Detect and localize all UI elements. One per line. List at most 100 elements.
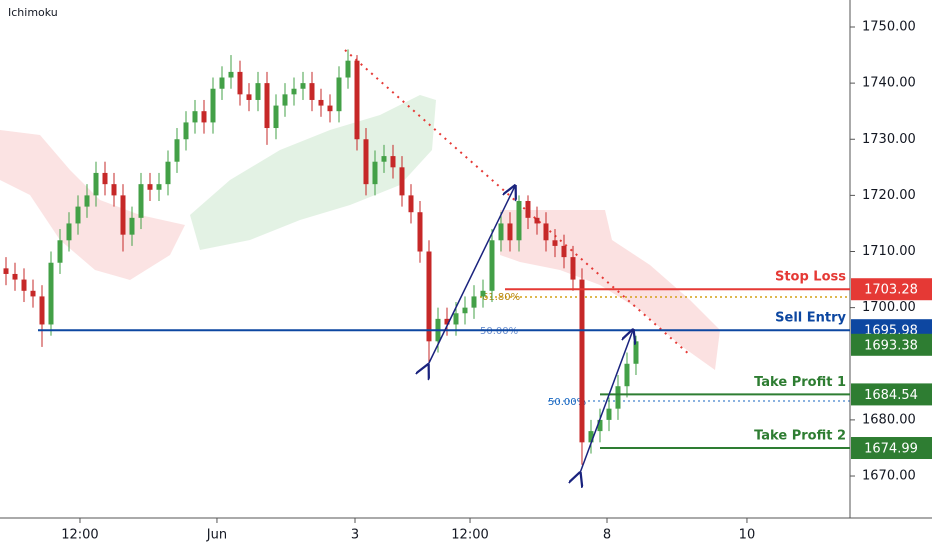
candle-body bbox=[462, 307, 468, 314]
y-tick-label: 1740.00 bbox=[862, 76, 916, 91]
candle-body bbox=[345, 60, 351, 78]
candle-body bbox=[453, 313, 459, 325]
candle-body bbox=[579, 279, 585, 443]
candle-body bbox=[309, 83, 315, 100]
price-badge-label: 1693.38 bbox=[864, 338, 918, 353]
candle-body bbox=[273, 105, 279, 129]
candle-body bbox=[336, 77, 342, 112]
candle-body bbox=[147, 184, 153, 190]
candle-body bbox=[426, 251, 432, 342]
candle-body bbox=[183, 122, 189, 140]
candle-body bbox=[543, 223, 549, 241]
candle-body bbox=[39, 296, 45, 325]
candle-body bbox=[354, 60, 360, 140]
candle-body bbox=[534, 217, 540, 224]
candle-body bbox=[120, 195, 126, 235]
x-tick-label: 12:00 bbox=[451, 528, 488, 543]
x-tick-label: 10 bbox=[739, 528, 756, 543]
candle-body bbox=[363, 139, 369, 185]
y-tick-label: 1730.00 bbox=[862, 132, 916, 147]
candle-body bbox=[615, 386, 621, 409]
x-tick-label: Jun bbox=[206, 528, 227, 543]
arrow bbox=[428, 186, 515, 365]
candle-body bbox=[318, 99, 324, 106]
candle-body bbox=[516, 200, 522, 241]
candle-body bbox=[624, 363, 630, 387]
candle-body bbox=[138, 184, 144, 218]
candle-body bbox=[570, 257, 576, 280]
level-label: Sell Entry bbox=[775, 311, 846, 326]
candle-body bbox=[228, 71, 234, 78]
candle-body bbox=[489, 240, 495, 291]
candle-body bbox=[237, 71, 243, 95]
candle-body bbox=[561, 245, 567, 258]
price-badge-label: 1684.54 bbox=[864, 388, 918, 403]
candle-body bbox=[57, 240, 63, 263]
candle-body bbox=[606, 408, 612, 420]
arrow bbox=[580, 330, 633, 473]
candle-body bbox=[282, 94, 288, 106]
candle-body bbox=[507, 223, 513, 241]
y-tick-label: 1670.00 bbox=[862, 469, 916, 484]
candle-body bbox=[174, 139, 180, 162]
candle-body bbox=[192, 111, 198, 123]
cloud-green bbox=[190, 95, 436, 250]
candle-body bbox=[300, 83, 306, 89]
candle-body bbox=[210, 88, 216, 123]
x-tick-label: 12:00 bbox=[61, 528, 98, 543]
candle-body bbox=[93, 172, 99, 196]
y-tick-label: 1750.00 bbox=[862, 19, 916, 34]
candle-body bbox=[498, 223, 504, 241]
candle-body bbox=[327, 105, 333, 112]
candle-body bbox=[408, 195, 414, 213]
fib-label: 61.80% bbox=[482, 292, 520, 303]
candle-body bbox=[84, 195, 90, 207]
price-badge bbox=[851, 333, 932, 356]
cloud-red bbox=[0, 130, 185, 280]
fib-label: 50.00% bbox=[480, 326, 518, 337]
y-tick-label: 1710.00 bbox=[862, 244, 916, 259]
candle-body bbox=[255, 83, 261, 100]
candle-body bbox=[111, 184, 117, 196]
candle-body bbox=[264, 83, 270, 129]
candle-body bbox=[633, 341, 639, 364]
candle-body bbox=[21, 279, 27, 291]
chart-title: Ichimoku bbox=[8, 6, 58, 19]
candle-body bbox=[165, 161, 171, 185]
candle-body bbox=[30, 290, 36, 297]
candle-body bbox=[372, 161, 378, 185]
y-tick-label: 1720.00 bbox=[862, 188, 916, 203]
candle-body bbox=[480, 290, 486, 297]
candle-body bbox=[471, 296, 477, 308]
level-label: Stop Loss bbox=[775, 270, 846, 285]
candle-body bbox=[3, 268, 9, 274]
level-label: Take Profit 1 bbox=[754, 375, 846, 390]
price-badge bbox=[851, 278, 932, 301]
arrows bbox=[428, 186, 633, 473]
candle-body bbox=[291, 88, 297, 95]
candle-body bbox=[219, 77, 225, 89]
candle-body bbox=[525, 200, 531, 218]
x-tick-label: 8 bbox=[603, 528, 611, 543]
candle-body bbox=[12, 273, 18, 280]
candle-body bbox=[246, 94, 252, 100]
price-badge-label: 1703.28 bbox=[864, 283, 918, 298]
candle-body bbox=[48, 262, 54, 325]
candle-body bbox=[201, 111, 207, 123]
level-label: Take Profit 2 bbox=[754, 429, 846, 444]
candle-body bbox=[390, 156, 396, 168]
price-badge bbox=[851, 383, 932, 406]
candle-body bbox=[417, 212, 423, 252]
x-tick-label: 3 bbox=[351, 528, 359, 543]
candle-body bbox=[75, 206, 81, 224]
candle-body bbox=[156, 184, 162, 190]
candle-body bbox=[381, 156, 387, 162]
candle-body bbox=[66, 223, 72, 241]
y-tick-label: 1700.00 bbox=[862, 300, 916, 315]
price-badge-label: 1674.99 bbox=[864, 442, 918, 457]
price-badge bbox=[851, 437, 932, 460]
candle-body bbox=[129, 217, 135, 235]
candle-body bbox=[399, 167, 405, 196]
fib-label: 50.00% bbox=[548, 397, 586, 408]
